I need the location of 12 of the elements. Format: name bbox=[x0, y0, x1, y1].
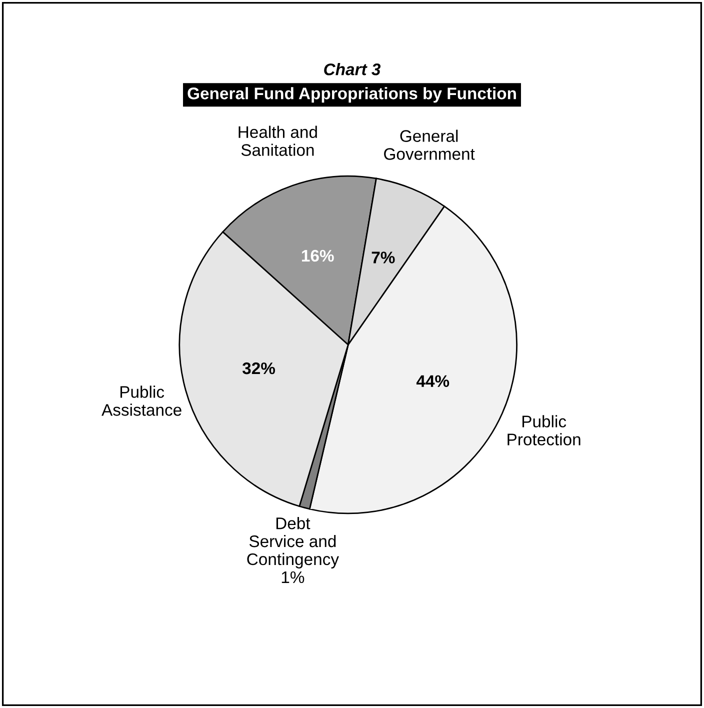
data-label: 7% bbox=[372, 252, 395, 264]
slice-label: Public Assistance bbox=[102, 386, 182, 416]
data-label: 16% bbox=[302, 250, 334, 262]
data-label: 1% bbox=[282, 571, 304, 584]
slice-label: Health and Sanitation bbox=[238, 126, 317, 156]
data-label: 44% bbox=[416, 375, 450, 387]
slice-label: Debt Service and Contingency bbox=[247, 517, 339, 568]
chart-subtitle: General Fund Appropriations by Function bbox=[188, 87, 516, 103]
chart-title: Chart 3 bbox=[324, 63, 381, 76]
slice-label: General Government bbox=[384, 130, 475, 160]
slice-label: Public Protection bbox=[508, 415, 580, 446]
data-label: 32% bbox=[242, 362, 276, 374]
